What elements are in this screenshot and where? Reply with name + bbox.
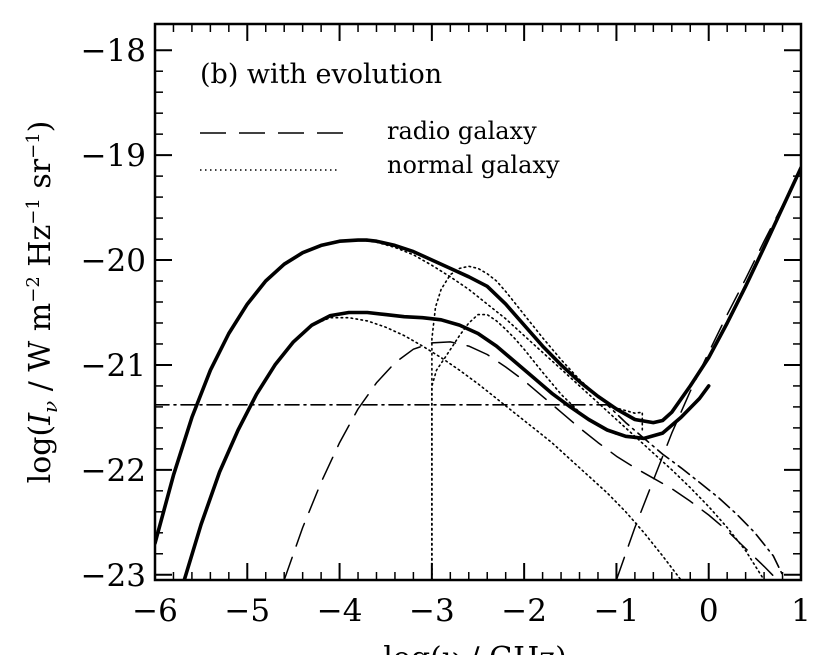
y-label-pre: log(: [23, 425, 58, 484]
series-line-9-dashdot: [155, 403, 784, 576]
series-line-4-dotted: [183, 316, 682, 580]
y-axis-label: log(Iν / W m−2 Hz−1 sr−1): [23, 121, 62, 484]
y-tick-label: −18: [81, 33, 146, 69]
x-tick-label: 1: [791, 593, 811, 629]
y-label-sup1: −2: [23, 276, 44, 303]
y-label-mid3: sr: [23, 158, 58, 198]
series-line-6-dotted: [431, 313, 644, 580]
series-line-7-dashed: [283, 341, 779, 580]
y-tick-label: −19: [81, 138, 146, 174]
y-tick-label: −21: [81, 348, 146, 384]
x-tick-label: −6: [132, 593, 178, 629]
x-axis-label: log(ν / GHz): [383, 641, 567, 655]
y-label-mid1: / W m: [23, 303, 58, 401]
axis-ticks: [154, 24, 802, 580]
y-label-sub: ν: [38, 401, 62, 413]
x-tick-label: −5: [224, 593, 270, 629]
x-tick-label: −2: [501, 593, 547, 629]
x-tick-label: −1: [594, 593, 640, 629]
legend-label-radio-galaxy: radio galaxy: [387, 117, 537, 145]
plot-frame: [153, 22, 803, 582]
curves: [155, 165, 801, 580]
y-label-symbol: I: [23, 412, 58, 426]
series-line-5-dotted: [431, 265, 644, 580]
series-line-8-dashed: [615, 166, 801, 580]
series-line-2-solid-thick: [182, 310, 711, 580]
y-label-sup3: −1: [23, 132, 44, 159]
x-tick-label: 0: [699, 593, 719, 629]
y-tick-label: −22: [81, 453, 146, 489]
y-tick-label: −23: [81, 558, 146, 594]
y-label-mid2: Hz: [23, 225, 58, 277]
y-label-post: ): [23, 121, 58, 133]
panel-label: (b) with evolution: [200, 59, 442, 90]
x-tick-label: −3: [409, 593, 455, 629]
legend-label-normal-galaxy: normal galaxy: [387, 151, 560, 179]
axis-tick-labels: −6 −5 −4 −3 −2 −1 0 1 −23 −22 −21 −20 −19 −18: [81, 33, 811, 629]
y-label-sup2: −1: [23, 198, 44, 225]
x-tick-label: −4: [317, 593, 363, 629]
y-tick-label: −20: [81, 243, 146, 279]
